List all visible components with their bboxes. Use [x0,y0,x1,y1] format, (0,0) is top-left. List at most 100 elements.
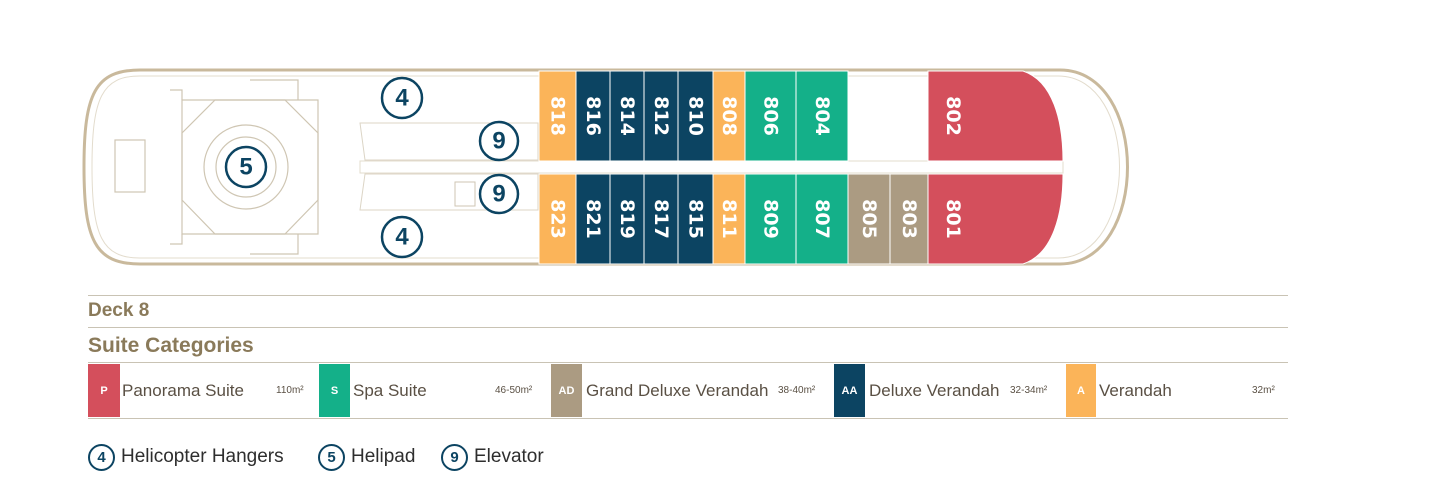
callout-circle [224,145,268,189]
callout-circle [380,76,424,120]
category-spa: S Spa Suite 46-50m² [319,364,551,417]
category-deluxe: AA Deluxe Verandah 32-34m² [834,364,1066,417]
callout-circle [478,173,520,215]
cabin-821[interactable]: 821 [575,173,611,265]
cabin-809[interactable]: 809 [744,173,797,265]
cabin-shape [538,173,577,265]
cabin-number: 816 [582,96,604,136]
corridor [359,160,1064,174]
cabin-shape [847,173,891,265]
cabin-811[interactable]: 811 [712,173,746,265]
cabin-shape [677,173,714,265]
cabin-808[interactable]: 808 [712,70,746,162]
cabin-823[interactable]: 823 [538,173,577,265]
cabin-number: 821 [582,199,604,239]
cabin-number: 807 [811,199,833,239]
category-size: 38-40m² [778,385,816,396]
cabin-804[interactable]: 804 [795,70,849,162]
stair-block-bottom [359,173,539,211]
cabin-shape [538,70,577,162]
cabin-shape [643,173,679,265]
deck-plan: 818 816 814 812 810 808 806 804 802 823 821 819 817 8… [82,68,1129,266]
legend-elevator: 9 Elevator [441,440,544,474]
cabin-802[interactable]: 802 [927,70,1064,162]
category-size: 46-50m² [495,385,533,396]
category-size: 110m² [276,385,304,396]
category-code: S [319,364,350,417]
cabin-number: 806 [760,96,782,136]
cabin-number: 817 [650,199,672,239]
rule-categories-top [88,362,1288,363]
cabin-shape [889,173,929,265]
cabin-801[interactable]: 801 [927,173,1064,265]
cabin-shape [609,173,645,265]
cabin-812[interactable]: 812 [643,70,679,162]
categories-heading: Suite Categories [88,334,254,357]
cabin-shape [795,173,849,265]
cabin-number: 803 [898,199,920,239]
legend-label: Helicopter Hangers [121,446,284,467]
cabin-816[interactable]: 816 [575,70,611,162]
cabin-shape [795,70,849,162]
legend-helicopter-hangers: 4 Helicopter Hangers [88,440,284,474]
callout-number: 9 [492,128,505,155]
legend-marker: 5 [318,443,345,471]
cabin-number: 823 [547,199,569,239]
cabin-number: 802 [942,96,964,136]
cabin-shape [677,70,714,162]
cabin-shape [927,70,1064,162]
cabin-805[interactable]: 805 [847,173,891,265]
cabin-817[interactable]: 817 [643,173,679,265]
cabin-number: 811 [718,199,740,239]
cabin-number: 819 [616,199,638,239]
cabin-818[interactable]: 818 [538,70,577,162]
hull-outline [82,68,1129,266]
cabin-shape [927,173,1064,265]
cabin-number: 810 [685,96,707,136]
callout-markers: 4 5 9 9 4 [224,76,520,259]
rule-middle [88,327,1288,328]
stair-block-top [359,122,539,161]
callout-5: 5 [224,145,268,189]
legend-label: Helipad [351,446,416,467]
cabin-810[interactable]: 810 [677,70,714,162]
cabin-806[interactable]: 806 [744,70,797,162]
stair-steps [454,181,476,207]
cabin-815[interactable]: 815 [677,173,714,265]
category-name: Panorama Suite [122,381,244,400]
cabin-shape [609,70,645,162]
cabin-shape [744,70,797,162]
cabin-shape [712,70,746,162]
category-name: Deluxe Verandah [869,381,1000,400]
helipad-area [114,79,319,255]
cabin-shape [712,173,746,265]
legend-marker: 9 [441,443,468,471]
category-size: 32m² [1252,385,1275,396]
category-panorama: P Panorama Suite 110m² [88,364,318,417]
deck-title: Deck 8 [88,300,150,321]
callout-number: 5 [239,154,252,181]
cabin-number: 815 [685,199,707,239]
categories-row: P Panorama Suite 110m² S Spa Suite 46-50… [88,364,1288,417]
callout-number: 4 [395,85,409,112]
cabin-grid: 818 816 814 812 810 808 806 804 802 823 821 819 817 8… [538,70,1064,265]
cabin-number: 818 [547,96,569,136]
category-code: AD [551,364,582,417]
hull-inner-line [91,75,1120,259]
rule-top [88,295,1288,296]
cabin-number: 812 [650,96,672,136]
cabin-803[interactable]: 803 [889,173,929,265]
cabin-807[interactable]: 807 [795,173,849,265]
category-name: Spa Suite [353,381,427,400]
legend-marker: 4 [88,443,115,471]
category-verandah: A Verandah 32m² [1066,364,1288,417]
category-code: AA [834,364,865,417]
cabin-819[interactable]: 819 [609,173,645,265]
callout-circle [380,215,424,259]
callout-circle [478,120,520,162]
category-code: P [88,364,120,417]
category-grand-deluxe: AD Grand Deluxe Verandah 38-40m² [551,364,834,417]
legend-label: Elevator [474,446,544,467]
callout-number: 4 [395,224,409,251]
cabin-814[interactable]: 814 [609,70,645,162]
